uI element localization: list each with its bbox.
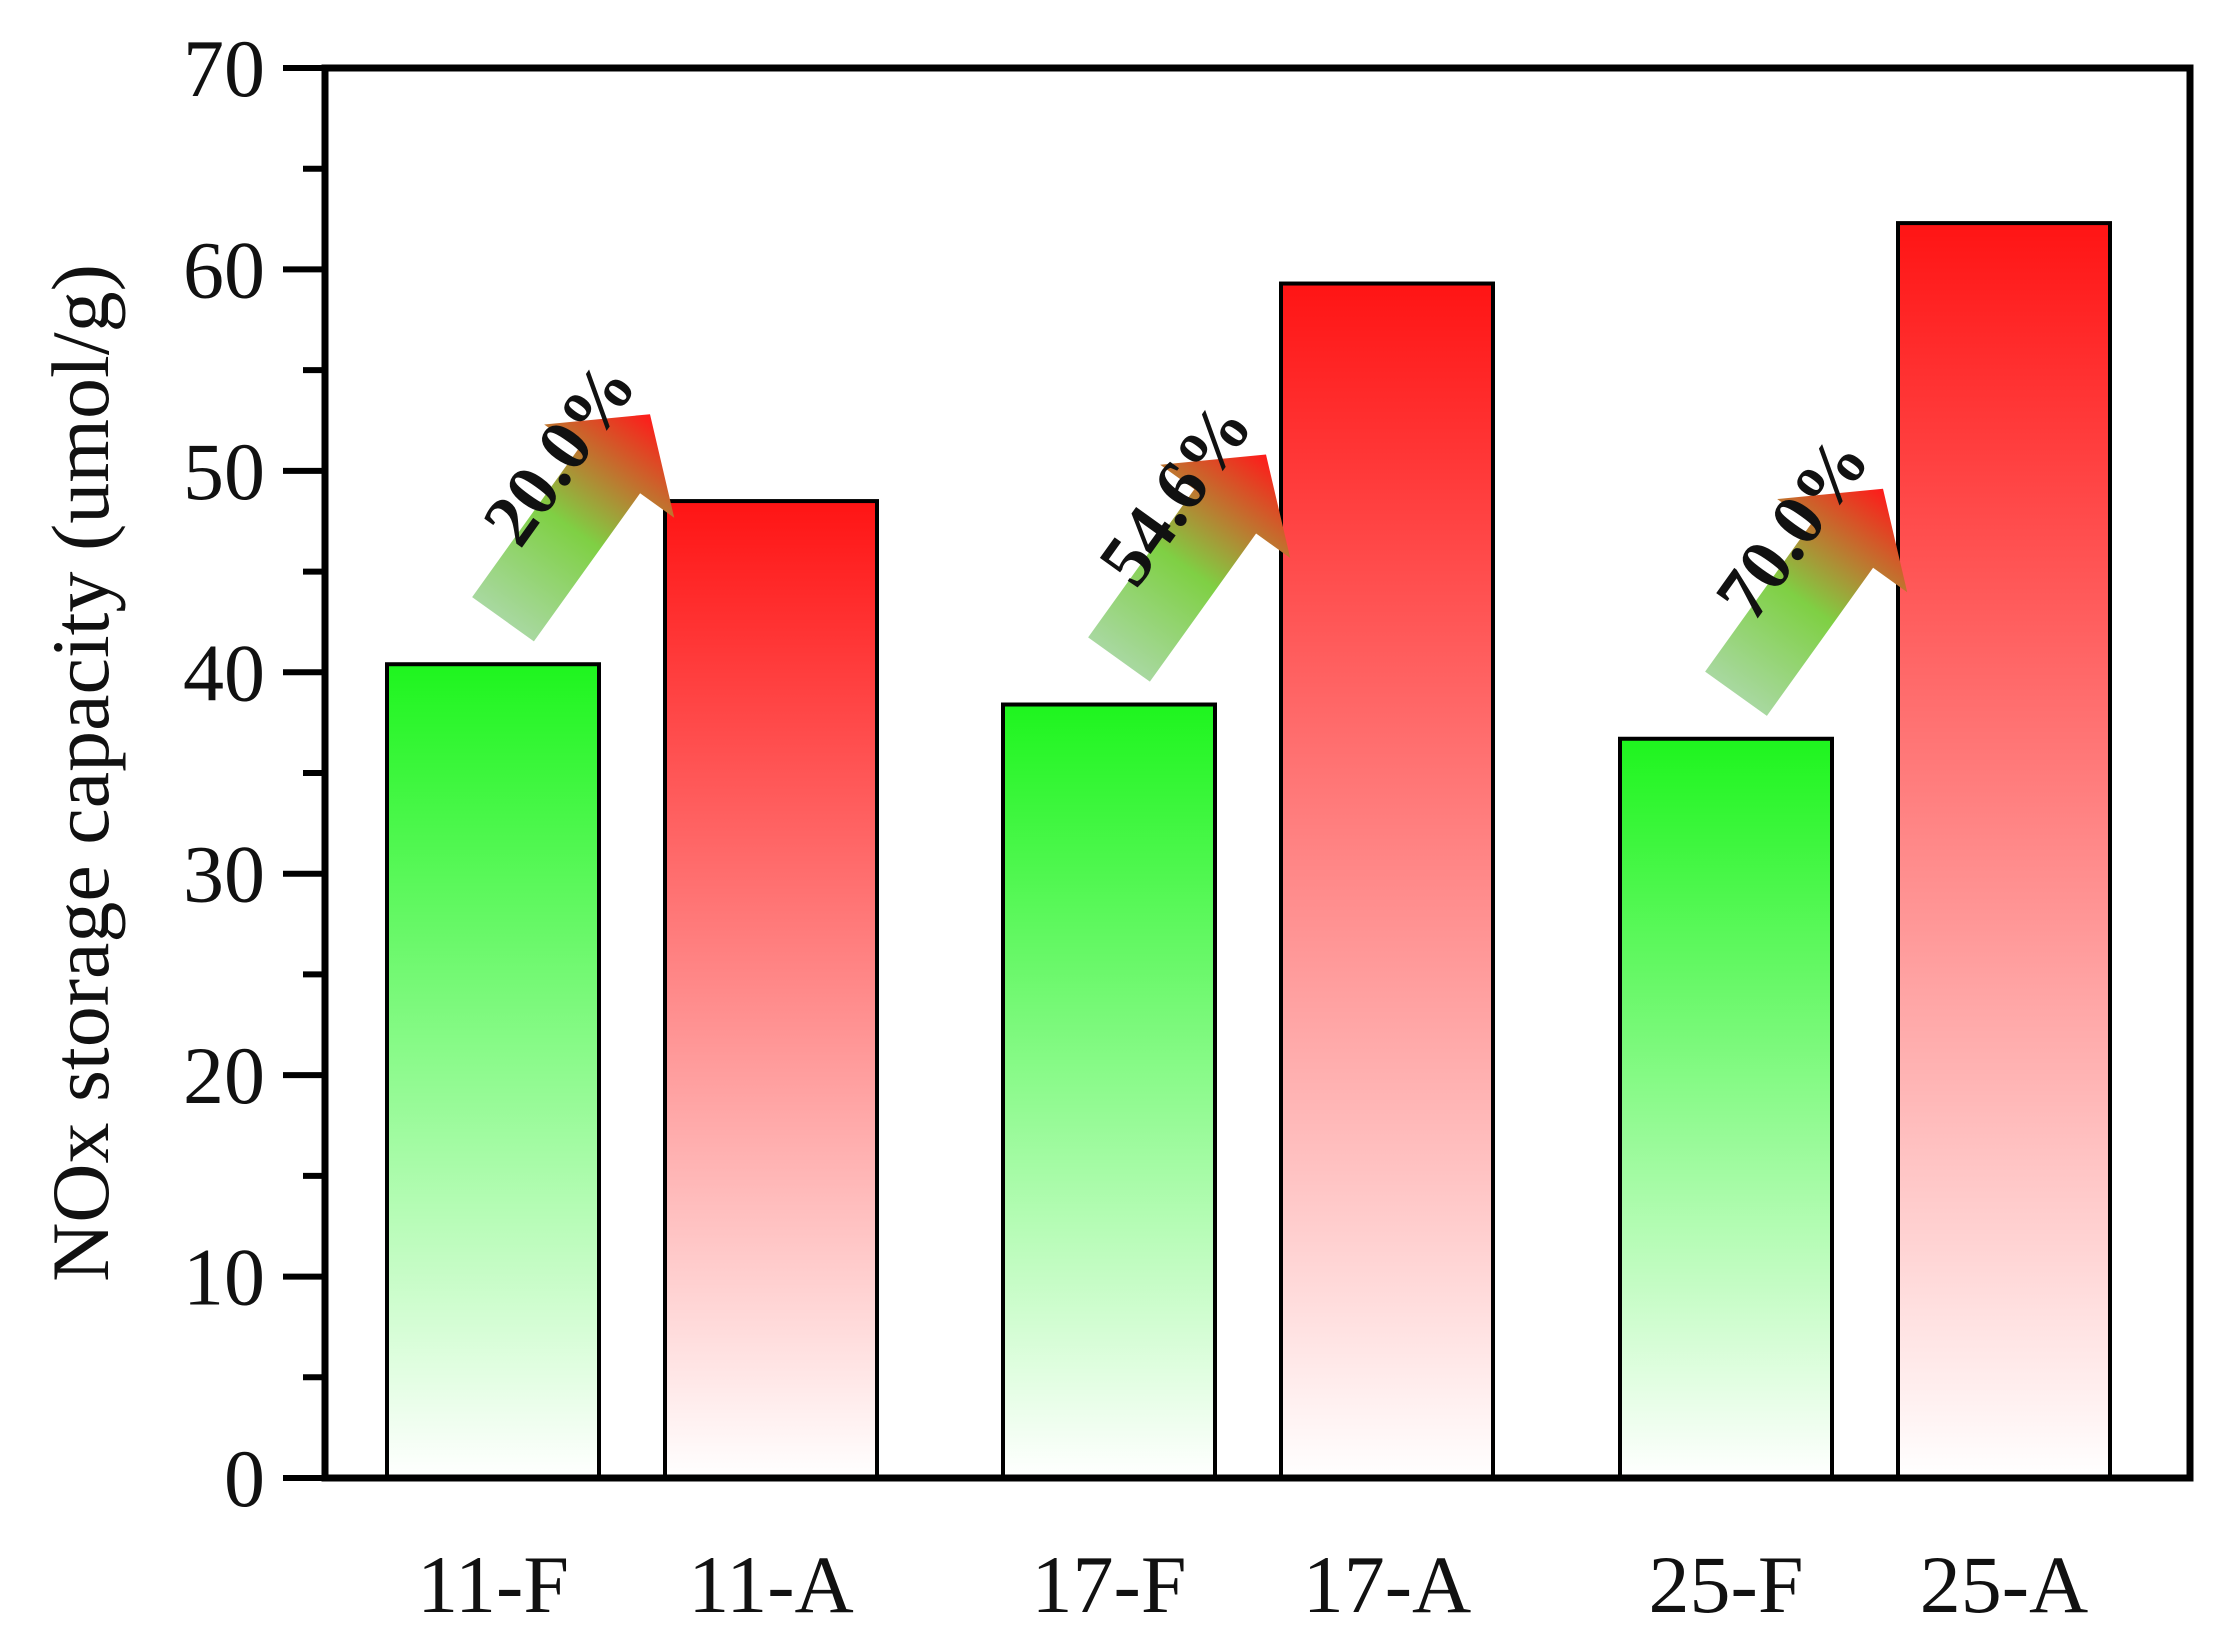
y-axis-title: NOx storage capacity (umol/g) — [35, 264, 126, 1282]
bar-17-a — [1279, 281, 1495, 1480]
increase-arrow-icon — [472, 414, 675, 642]
y-tick-label-0: 0 — [224, 1433, 265, 1524]
y-tick-label-60: 60 — [183, 224, 265, 315]
increase-arrow-icon — [1088, 454, 1291, 682]
y-tick-label-40: 40 — [183, 627, 265, 718]
y-tick-label-70: 70 — [183, 23, 265, 114]
y-tick-label-30: 30 — [183, 829, 265, 920]
bar-25-f — [1618, 736, 1834, 1480]
y-tick-label-50: 50 — [183, 426, 265, 517]
y-tick-label-20: 20 — [183, 1030, 265, 1121]
increase-arrow-icon — [1705, 488, 1908, 716]
bar-25-a — [1896, 221, 2112, 1481]
x-tick-label-25-a: 25-A — [1920, 1539, 2089, 1630]
bar-11-f — [385, 662, 601, 1480]
x-tick-label-11-a: 11-A — [688, 1539, 853, 1630]
x-tick-label-11-f: 11-F — [417, 1539, 569, 1630]
arrows-layer — [472, 414, 1908, 716]
axes-layer — [283, 64, 2194, 1482]
x-tick-label-17-f: 17-F — [1032, 1539, 1187, 1630]
bars-layer — [385, 221, 2112, 1481]
y-tick-label-10: 10 — [183, 1232, 265, 1323]
bar-17-f — [1001, 702, 1217, 1480]
bar-11-a — [663, 499, 879, 1481]
x-tick-label-25-f: 25-F — [1649, 1539, 1804, 1630]
x-tick-label-17-a: 17-A — [1303, 1539, 1472, 1630]
